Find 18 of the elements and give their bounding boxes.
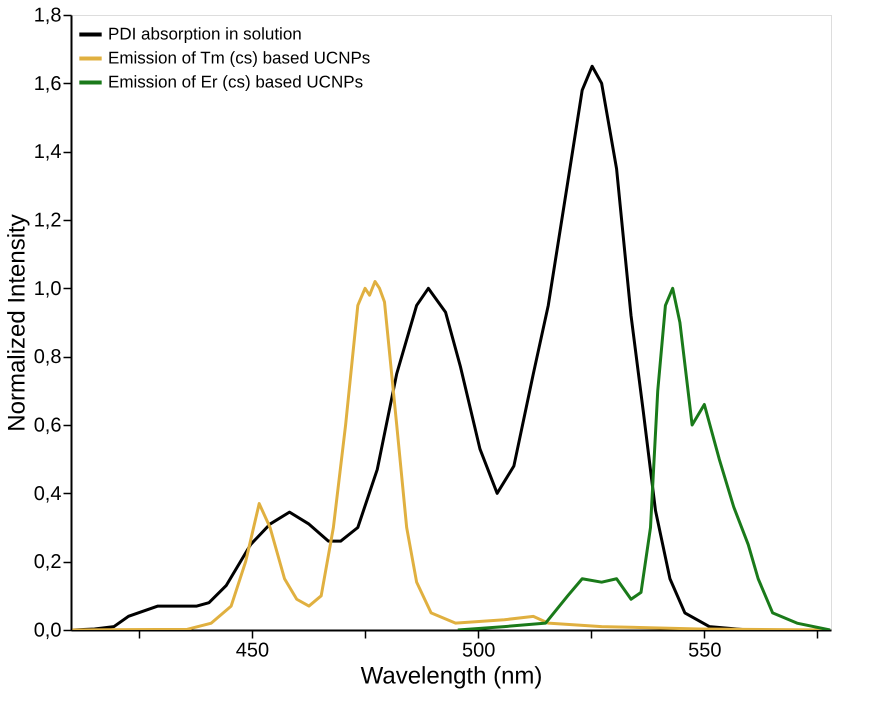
legend-label: Emission of Tm (cs) based UCNPs xyxy=(108,48,370,68)
x-tick-label: 500 xyxy=(462,640,496,662)
y-tick-label: 0,6 xyxy=(34,414,62,436)
y-tick-label: 0,4 xyxy=(34,482,62,505)
y-axis-title: Normalized Intensity xyxy=(4,214,31,432)
y-tick-label: 1,0 xyxy=(34,278,62,300)
y-tick-label: 1,2 xyxy=(34,210,62,232)
x-tick-label: 450 xyxy=(236,640,270,662)
x-tick-label: 550 xyxy=(688,640,722,662)
y-tick-label: 1,4 xyxy=(34,141,62,164)
y-tick-label: 0,2 xyxy=(34,551,62,574)
y-tick-label: 0,0 xyxy=(34,620,62,642)
y-tick-label: 0,8 xyxy=(34,346,62,368)
y-tick-label: 1,8 xyxy=(34,4,62,26)
legend-label: Emission of Er (cs) based UCNPs xyxy=(108,72,364,92)
x-axis-title: Wavelength (nm) xyxy=(360,662,542,690)
y-tick-label: 1,6 xyxy=(34,72,62,95)
legend-label: PDI absorption in solution xyxy=(108,24,302,44)
